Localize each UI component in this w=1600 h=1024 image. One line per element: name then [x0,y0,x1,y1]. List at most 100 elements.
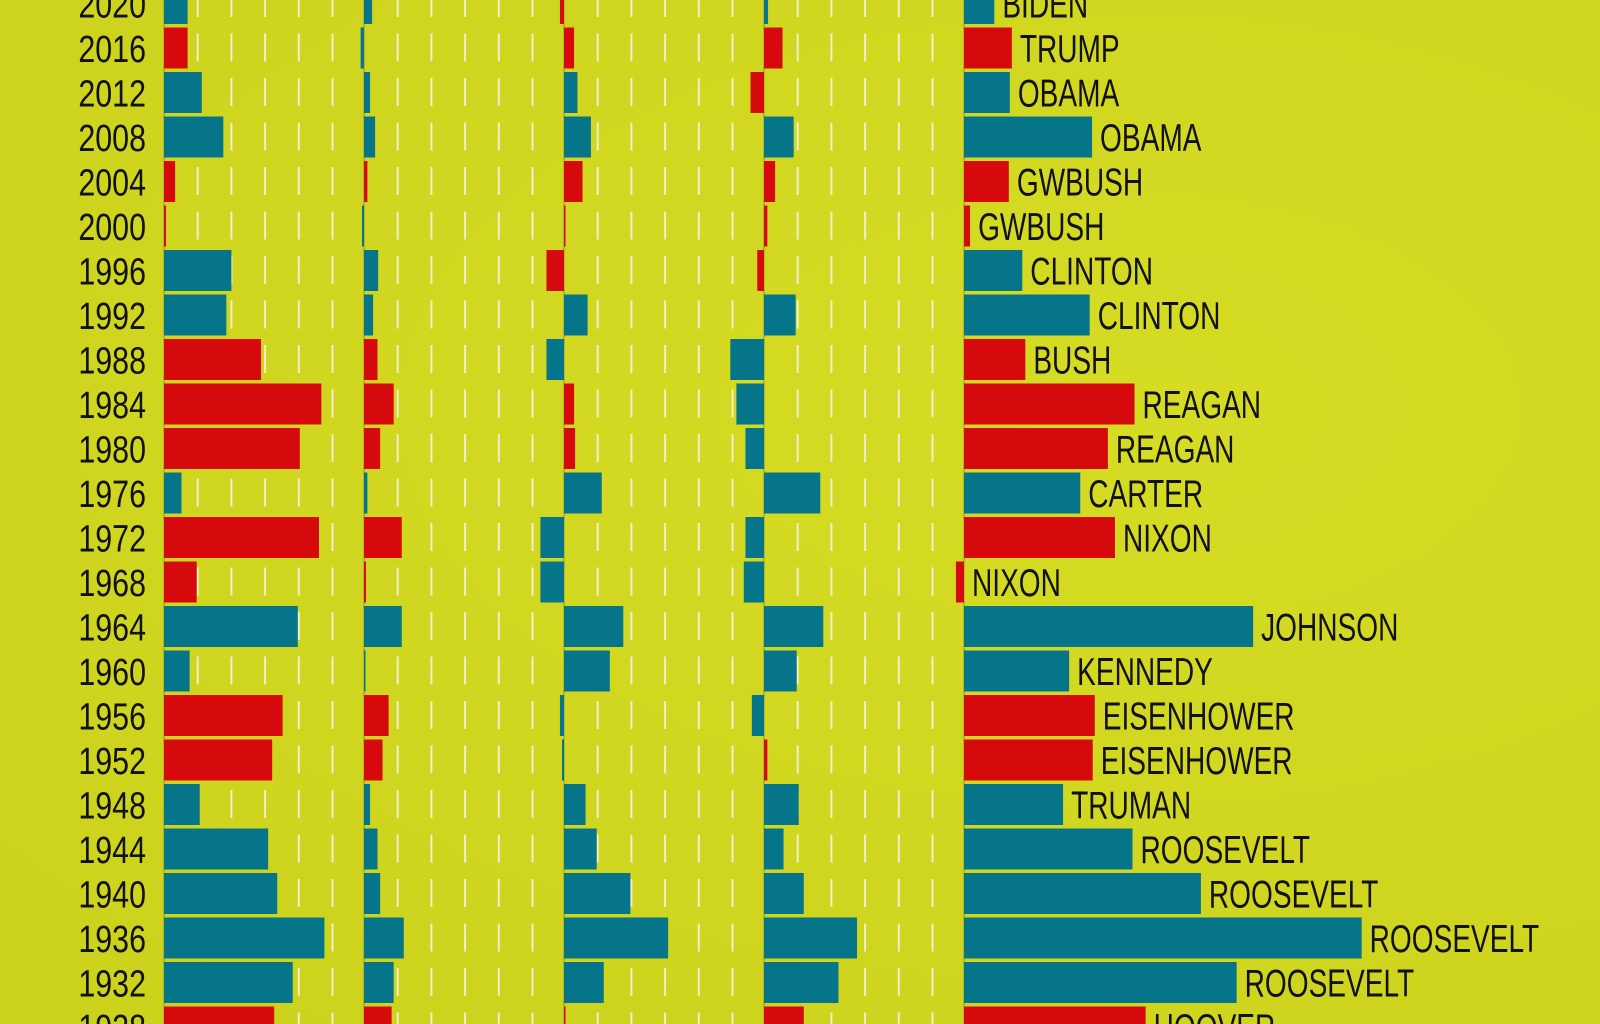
bar-1992-panel-4 [764,294,796,336]
year-label: 2016 [78,29,146,71]
year-label: 1944 [78,830,146,872]
bar-1988-panel-1 [164,339,262,380]
winner-label: GWBUSH [978,206,1104,250]
bar-1936-panel-2 [364,917,404,959]
bar-1984-panel-4 [736,383,764,425]
bar-1964-panel-3 [564,606,624,647]
bar-1976-panel-5 [964,472,1081,514]
bar-1996-panel-4 [757,250,764,291]
year-label: 1984 [78,385,146,427]
bar-1928-panel-3 [564,1006,566,1024]
bar-1992-panel-1 [164,294,227,336]
winner-label: BIDEN [1002,0,1088,27]
year-label: 2020 [78,0,146,26]
bar-1952-panel-1 [164,739,273,781]
year-label: 2000 [78,207,146,249]
bar-2004-panel-5 [964,161,1009,202]
bar-1960-panel-5 [964,650,1070,692]
bar-2012-panel-3 [564,72,578,113]
bar-1928-panel-1 [164,1006,275,1024]
bar-1964-panel-2 [364,606,402,647]
bar-2008-panel-4 [764,116,794,158]
bar-1948-panel-2 [364,784,371,825]
year-label: 2004 [78,162,146,204]
bar-1968-panel-5 [955,561,964,603]
bar-1948-panel-5 [964,784,1064,825]
winner-label: TRUMAN [1071,784,1191,828]
bar-1972-panel-5 [964,517,1115,558]
bar-1972-panel-3 [540,517,564,558]
year-label: 1948 [78,785,146,827]
bar-1984-panel-3 [564,383,575,425]
bar-1980-panel-5 [964,428,1108,469]
bar-2000-panel-1 [164,205,167,247]
bar-2016-panel-4 [764,27,783,69]
bar-1980-panel-4 [745,428,764,469]
bar-2020-panel-3 [559,0,564,24]
year-label: 1928 [78,1008,146,1024]
bar-1956-panel-2 [364,695,389,736]
winner-label: OBAMA [1018,72,1120,116]
bar-1948-panel-1 [164,784,200,825]
bar-2004-panel-2 [364,161,368,202]
bar-1944-panel-1 [164,828,269,870]
bar-2004-panel-4 [764,161,776,202]
bar-1968-panel-1 [164,561,197,603]
bar-1964-panel-5 [964,606,1254,647]
bar-1952-panel-3 [561,739,564,781]
bar-1932-panel-3 [564,962,604,1003]
year-label: 1980 [78,429,146,471]
year-label: 1964 [78,607,146,649]
bar-2020-panel-2 [364,0,373,24]
winner-label: CARTER [1088,473,1203,517]
bar-1940-panel-2 [364,873,381,914]
winner-label: REAGAN [1143,384,1262,428]
bar-1980-panel-1 [164,428,300,469]
bar-2000-panel-3 [564,205,566,247]
bar-1944-panel-5 [964,828,1133,870]
bar-1988-panel-5 [964,339,1026,380]
winner-label: JOHNSON [1261,606,1398,650]
bar-2012-panel-4 [750,72,764,113]
bar-1956-panel-3 [559,695,564,736]
bar-1992-panel-3 [564,294,588,336]
bar-1940-panel-1 [164,873,278,914]
year-label: 1996 [78,251,146,293]
bar-1996-panel-3 [546,250,564,291]
bar-1940-panel-5 [964,873,1201,914]
bar-1968-panel-4 [743,561,764,603]
year-label: 1952 [78,741,146,783]
bar-2004-panel-3 [564,161,583,202]
bar-2020-panel-1 [164,0,188,24]
bar-1944-panel-3 [564,828,597,870]
bar-1960-panel-2 [364,650,366,692]
winner-label: HOOVER [1154,1007,1276,1024]
bar-2008-panel-1 [164,116,224,158]
bar-1944-panel-4 [764,828,784,870]
winner-label: NIXON [1123,517,1212,561]
winner-label: NIXON [972,562,1061,606]
bar-1996-panel-1 [164,250,232,291]
winner-label: ROOSEVELT [1245,962,1415,1006]
bar-1960-panel-4 [764,650,797,692]
bar-1976-panel-1 [164,472,182,514]
year-label: 1956 [78,696,146,738]
bar-1948-panel-3 [564,784,586,825]
winner-label: REAGAN [1116,428,1235,472]
bar-1964-panel-1 [164,606,298,647]
year-label: 2008 [78,118,146,160]
year-label: 1936 [78,919,146,961]
bar-1988-panel-3 [546,339,564,380]
bar-2008-panel-5 [964,116,1093,158]
bar-1932-panel-5 [964,962,1237,1003]
bar-2004-panel-1 [164,161,176,202]
bar-1976-panel-4 [764,472,821,514]
winner-label: BUSH [1033,339,1111,383]
bar-1976-panel-3 [564,472,602,514]
bar-1984-panel-2 [364,383,394,425]
year-label: 1988 [78,340,146,382]
bar-2012-panel-1 [164,72,202,113]
bar-1936-panel-5 [964,917,1362,959]
bar-1988-panel-2 [364,339,378,380]
bar-1972-panel-2 [364,517,402,558]
